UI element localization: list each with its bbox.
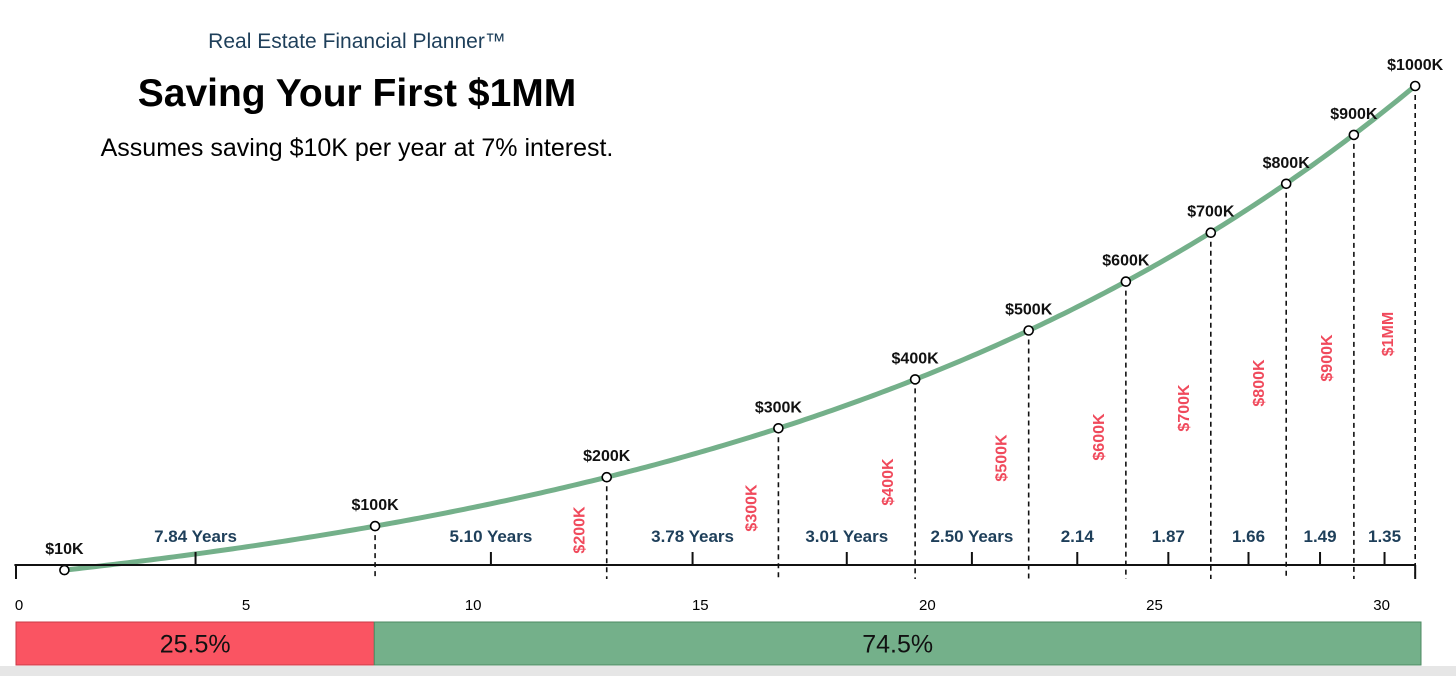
milestone-vertical-label: $900K: [1319, 334, 1336, 382]
x-tick-label: 0: [15, 597, 23, 614]
milestone-label: $500K: [1005, 302, 1053, 319]
interval-duration-label: 5.10 Years: [449, 527, 532, 546]
bottom-strip: [0, 666, 1456, 676]
milestone-point: [1348, 129, 1360, 141]
milestone-label: $400K: [892, 350, 940, 367]
x-tick-label: 10: [465, 597, 482, 614]
split-bar-label: 25.5%: [160, 631, 231, 659]
milestone-point: [1023, 325, 1034, 336]
x-tick-label: 30: [1373, 597, 1390, 614]
milestone-label: $900K: [1330, 106, 1378, 123]
brand-name: Real Estate Financial Planner™: [208, 30, 506, 53]
interval-duration-label: 3.78 Years: [651, 527, 734, 546]
chart-subtitle: Assumes saving $10K per year at 7% inter…: [100, 134, 614, 162]
x-tick-label: 20: [919, 597, 936, 614]
milestone-point: [1205, 227, 1217, 238]
x-tick-label: 25: [1146, 597, 1163, 614]
interval-duration-label: 2.14: [1061, 527, 1095, 546]
interval-duration-label: 1.87: [1152, 527, 1185, 546]
x-tick-label: 5: [242, 597, 250, 614]
milestone-vertical-label: $600K: [1091, 413, 1108, 461]
split-bar-first-segment: [15, 621, 375, 666]
interval-duration-label: 7.84 Years: [154, 527, 237, 546]
milestone-label: $1000K: [1387, 57, 1443, 74]
interval-duration-label: 1.35: [1368, 527, 1401, 546]
milestone-label: $10K: [45, 541, 84, 558]
split-bar-label: 74.5%: [862, 631, 933, 659]
milestone-point: [601, 471, 613, 483]
milestone-label: $800K: [1263, 155, 1311, 172]
milestone-point: [1280, 178, 1292, 190]
milestone-vertical-label: $300K: [743, 484, 760, 532]
milestone-point: [1409, 80, 1421, 92]
milestone-vertical-label: $1MM: [1380, 312, 1397, 356]
interval-duration-label: 3.01 Years: [805, 527, 888, 546]
milestone-vertical-label: $800K: [1251, 359, 1268, 407]
interval-duration-label: 2.50 Years: [930, 527, 1013, 546]
milestone-vertical-label: $700K: [1176, 384, 1193, 432]
milestone-vertical-label: $400K: [880, 458, 897, 506]
milestone-label: $600K: [1102, 253, 1150, 270]
split-bar-rest-segment: [373, 621, 1422, 666]
milestone-point: [1120, 276, 1132, 287]
milestone-label: $300K: [755, 399, 803, 416]
chart-title: Saving Your First $1MM: [137, 72, 577, 115]
milestone-point: [59, 564, 70, 576]
interval-duration-label: 1.66: [1232, 527, 1265, 546]
milestone-label: $200K: [583, 448, 631, 465]
milestone-label: $100K: [352, 497, 400, 514]
milestone-point: [909, 374, 921, 385]
x-tick-label: 15: [692, 597, 709, 614]
milestone-vertical-label: $500K: [994, 434, 1011, 482]
milestone-point: [369, 520, 381, 532]
milestone-label: $700K: [1187, 204, 1235, 221]
milestone-vertical-label: $200K: [572, 506, 589, 554]
milestone-point: [773, 422, 784, 434]
savings-growth-line: [61, 83, 1418, 573]
interval-duration-label: 1.49: [1303, 527, 1336, 546]
